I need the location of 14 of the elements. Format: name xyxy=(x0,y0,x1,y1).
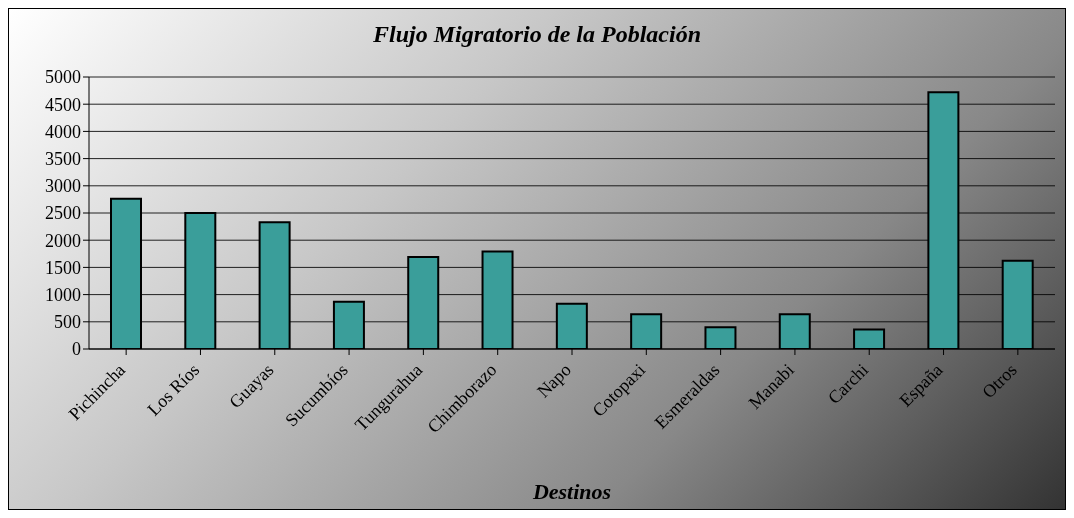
y-tick-label: 3000 xyxy=(45,176,81,197)
y-tick-label: 1500 xyxy=(45,257,81,278)
y-tick-label: 0 xyxy=(72,339,81,360)
x-axis-title: Destinos xyxy=(531,479,612,504)
chart-title: Flujo Migratorio de la Población xyxy=(372,21,702,48)
y-tick-label: 500 xyxy=(54,312,81,333)
y-tick-label: 4500 xyxy=(45,94,81,115)
y-tick-label: 2000 xyxy=(45,230,81,251)
y-tick-label: 4000 xyxy=(45,121,81,142)
x-tick-label: Los Ríos xyxy=(143,359,204,420)
y-tick-label: 1000 xyxy=(45,284,81,305)
y-tick-label: 2500 xyxy=(45,203,81,224)
y-tick-label: 3500 xyxy=(45,148,81,169)
y-tick-label: 5000 xyxy=(45,67,81,88)
